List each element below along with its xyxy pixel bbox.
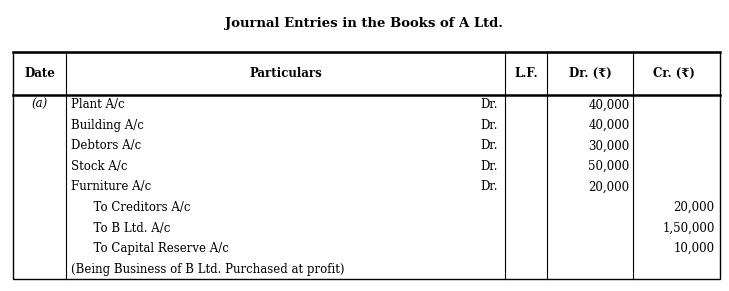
Text: To Creditors A/c: To Creditors A/c xyxy=(71,201,190,214)
Text: 50,000: 50,000 xyxy=(588,160,630,173)
Text: Date: Date xyxy=(24,67,55,80)
Text: Dr.: Dr. xyxy=(480,139,497,152)
Bar xyxy=(13,52,720,279)
Text: Furniture A/c: Furniture A/c xyxy=(71,180,152,194)
Text: 20,000: 20,000 xyxy=(674,201,714,214)
Text: Building A/c: Building A/c xyxy=(71,119,144,132)
Text: Plant A/c: Plant A/c xyxy=(71,98,125,111)
Text: Dr. (₹): Dr. (₹) xyxy=(569,67,612,80)
Text: 20,000: 20,000 xyxy=(588,180,630,194)
Text: 10,000: 10,000 xyxy=(674,242,714,255)
Text: (a): (a) xyxy=(31,98,48,111)
Text: Dr.: Dr. xyxy=(480,180,497,194)
Text: To Capital Reserve A/c: To Capital Reserve A/c xyxy=(71,242,229,255)
Text: Dr.: Dr. xyxy=(480,160,497,173)
Text: (Being Business of B Ltd. Purchased at profit): (Being Business of B Ltd. Purchased at p… xyxy=(71,262,345,276)
Text: 30,000: 30,000 xyxy=(588,139,630,152)
Text: Debtors A/c: Debtors A/c xyxy=(71,139,141,152)
Text: L.F.: L.F. xyxy=(514,67,537,80)
Text: Journal Entries in the Books of A Ltd.: Journal Entries in the Books of A Ltd. xyxy=(225,17,504,31)
Text: Dr.: Dr. xyxy=(480,119,497,132)
Text: Stock A/c: Stock A/c xyxy=(71,160,128,173)
Text: Dr.: Dr. xyxy=(480,98,497,111)
Text: 40,000: 40,000 xyxy=(588,119,630,132)
Text: To B Ltd. A/c: To B Ltd. A/c xyxy=(71,221,171,235)
Text: 1,50,000: 1,50,000 xyxy=(662,221,714,235)
Text: Cr. (₹): Cr. (₹) xyxy=(652,67,695,80)
Text: Particulars: Particulars xyxy=(249,67,321,80)
Text: 40,000: 40,000 xyxy=(588,98,630,111)
